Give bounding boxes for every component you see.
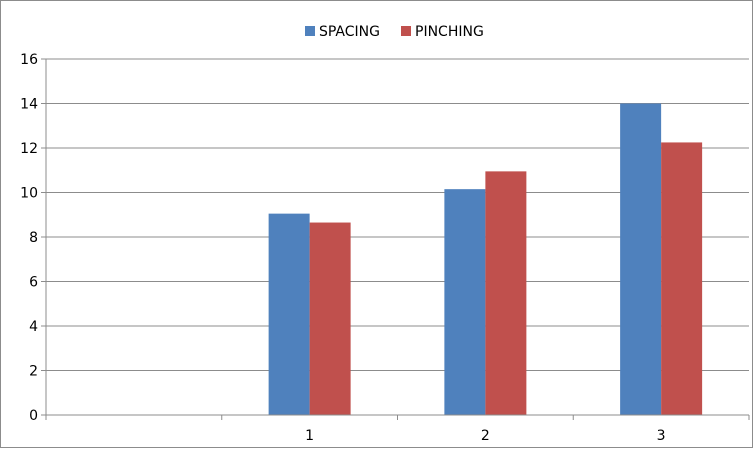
x-tick-label: 3 bbox=[657, 428, 666, 444]
x-axis-ticks: 1 2 3 bbox=[45, 415, 750, 444]
bar-pinching-1 bbox=[309, 222, 351, 415]
y-tick-label: 4 bbox=[29, 319, 38, 335]
y-tick-label: 2 bbox=[29, 364, 38, 380]
gridlines bbox=[46, 58, 749, 371]
y-tick-label: 10 bbox=[20, 186, 38, 202]
bars bbox=[268, 103, 703, 415]
y-tick-label: 0 bbox=[29, 408, 38, 424]
bar-spacing-2 bbox=[444, 189, 486, 415]
bar-spacing-1 bbox=[268, 213, 310, 415]
legend-swatch-spacing bbox=[305, 26, 315, 36]
y-tick-label: 6 bbox=[29, 275, 38, 291]
x-tick-label: 2 bbox=[481, 428, 490, 444]
bar-pinching-3 bbox=[661, 142, 703, 415]
legend-swatch-pinching bbox=[401, 26, 411, 36]
legend: SPACING PINCHING bbox=[305, 24, 484, 40]
bar-spacing-3 bbox=[620, 103, 662, 415]
y-axis-ticks: 0 2 4 6 8 10 12 14 16 bbox=[20, 52, 46, 424]
y-tick-label: 14 bbox=[20, 97, 38, 113]
bar-pinching-2 bbox=[485, 171, 527, 415]
y-tick-label: 16 bbox=[20, 52, 38, 68]
y-tick-label: 8 bbox=[29, 230, 38, 246]
legend-label-spacing: SPACING bbox=[319, 24, 380, 40]
y-tick-label: 12 bbox=[20, 141, 38, 157]
x-tick-label: 1 bbox=[305, 428, 314, 444]
legend-label-pinching: PINCHING bbox=[415, 24, 484, 40]
